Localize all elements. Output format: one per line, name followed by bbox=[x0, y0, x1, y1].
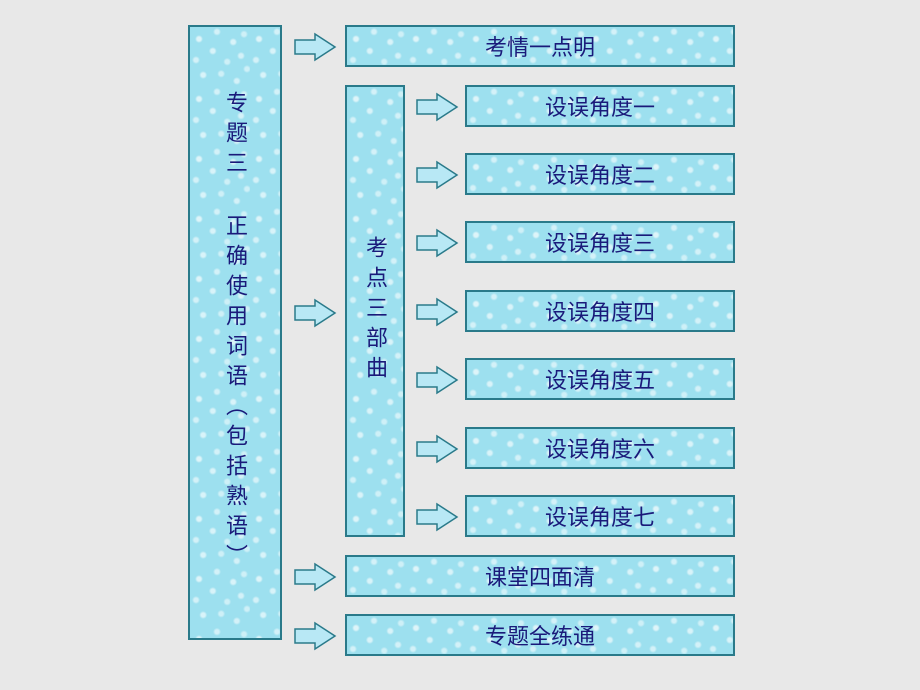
node-classroom-clear: 课堂四面清 bbox=[345, 555, 735, 597]
arrow-icon bbox=[415, 228, 459, 258]
node-error-angle-7: 设误角度七 bbox=[465, 495, 735, 537]
node-label: 考情一点明 bbox=[485, 30, 595, 62]
node-label: 专题全练通 bbox=[485, 619, 595, 651]
node-label: 设误角度六 bbox=[545, 432, 655, 464]
node-error-angle-5: 设误角度五 bbox=[465, 358, 735, 400]
arrow-icon bbox=[415, 160, 459, 190]
arrow-icon bbox=[293, 32, 337, 62]
arrow-icon bbox=[293, 298, 337, 328]
node-error-angle-4: 设误角度四 bbox=[465, 290, 735, 332]
root-label: 专题三 正确使用词语（包括熟语） bbox=[219, 91, 251, 574]
node-label: 设误角度四 bbox=[545, 295, 655, 327]
arrow-icon bbox=[415, 502, 459, 532]
arrow-icon bbox=[293, 562, 337, 592]
node-error-angle-3: 设误角度三 bbox=[465, 221, 735, 263]
node-label: 课堂四面清 bbox=[485, 560, 595, 592]
arrow-icon bbox=[415, 297, 459, 327]
arrow-icon bbox=[415, 92, 459, 122]
node-label: 设误角度一 bbox=[545, 90, 655, 122]
node-exam-trilogy: 考点三部曲 bbox=[345, 85, 405, 537]
arrow-icon bbox=[415, 434, 459, 464]
node-label: 设误角度七 bbox=[545, 500, 655, 532]
node-label: 设误角度三 bbox=[545, 226, 655, 258]
root-node: 专题三 正确使用词语（包括熟语） bbox=[188, 25, 282, 640]
node-full-practice: 专题全练通 bbox=[345, 614, 735, 656]
arrow-icon bbox=[293, 621, 337, 651]
node-label: 考点三部曲 bbox=[359, 236, 391, 386]
node-error-angle-2: 设误角度二 bbox=[465, 153, 735, 195]
node-label: 设误角度五 bbox=[545, 363, 655, 395]
node-label: 设误角度二 bbox=[545, 158, 655, 190]
arrow-icon bbox=[415, 365, 459, 395]
node-exam-overview: 考情一点明 bbox=[345, 25, 735, 67]
node-error-angle-1: 设误角度一 bbox=[465, 85, 735, 127]
node-error-angle-6: 设误角度六 bbox=[465, 427, 735, 469]
